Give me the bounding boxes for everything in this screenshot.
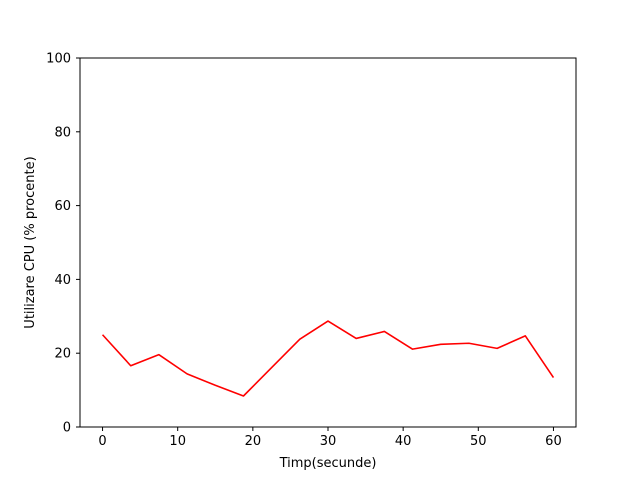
series-layer <box>101 320 555 397</box>
series-line <box>101 320 555 397</box>
y-axis-label: Utilizare CPU (% procente) <box>23 156 38 328</box>
ticks: 0 10 20 30 40 50 60 0 20 40 60 80 100 <box>46 52 562 450</box>
x-tick-label: 0 <box>98 434 106 449</box>
x-tick-label: 30 <box>320 434 337 449</box>
x-tick-label: 50 <box>470 434 487 449</box>
x-tick-label: 60 <box>545 434 562 449</box>
y-tick-label: 80 <box>54 125 71 140</box>
y-tick-label: 100 <box>46 52 71 67</box>
y-tick-label: 60 <box>54 199 71 214</box>
plot-frame <box>79 57 577 428</box>
y-tick-label: 40 <box>54 273 71 288</box>
y-tick-label: 0 <box>63 421 71 436</box>
x-axis-label: Timp(secunde) <box>279 456 377 471</box>
y-tick-label: 20 <box>54 347 71 362</box>
x-tick-label: 20 <box>245 434 262 449</box>
x-tick-label: 10 <box>169 434 186 449</box>
x-tick-label: 40 <box>395 434 412 449</box>
